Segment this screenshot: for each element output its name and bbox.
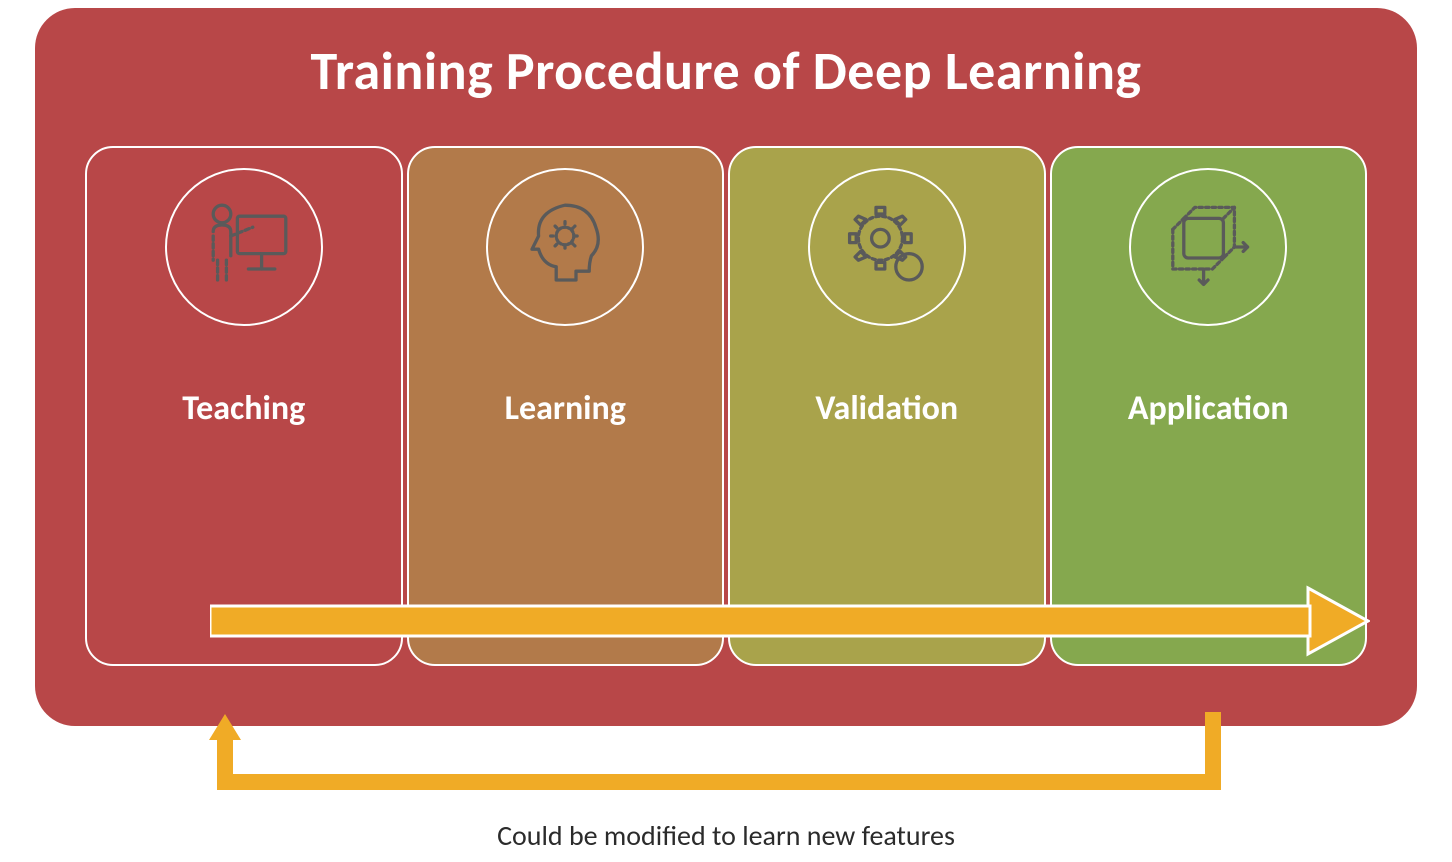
card-label: Application xyxy=(1128,388,1289,429)
icon-circle xyxy=(486,168,644,326)
forward-arrow-icon xyxy=(210,582,1370,662)
feedback-arrow-icon xyxy=(195,712,1245,822)
feedback-caption: Could be modified to learn new features xyxy=(0,818,1452,853)
gears-icon xyxy=(832,192,942,302)
brain-gear-icon xyxy=(510,192,620,302)
teacher-icon xyxy=(189,192,299,302)
icon-circle xyxy=(165,168,323,326)
card-label: Learning xyxy=(505,388,626,429)
diagram-title: Training Procedure of Deep Learning xyxy=(83,38,1369,104)
card-label: Validation xyxy=(815,388,958,429)
icon-circle xyxy=(1129,168,1287,326)
transform-icon xyxy=(1153,192,1263,302)
card-label: Teaching xyxy=(182,388,305,429)
icon-circle xyxy=(808,168,966,326)
